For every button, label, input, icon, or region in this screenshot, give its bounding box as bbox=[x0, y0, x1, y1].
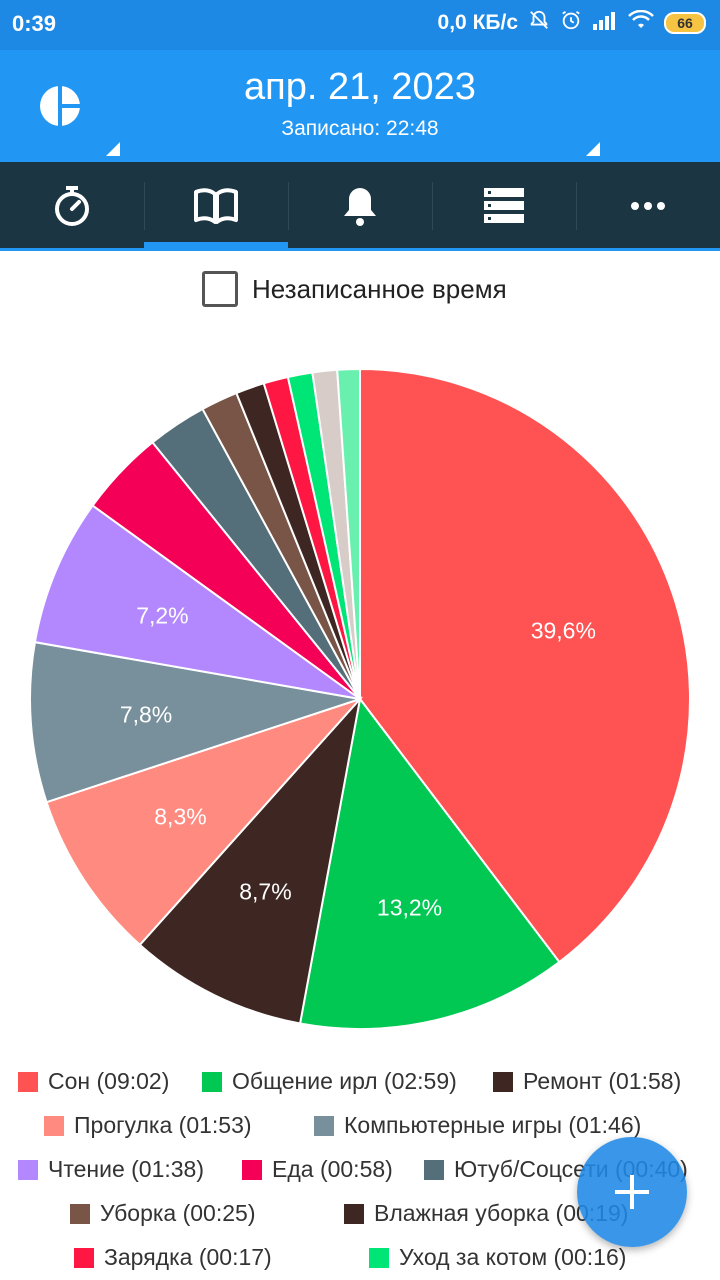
app-logo-icon[interactable] bbox=[38, 84, 82, 128]
legend-swatch bbox=[18, 1159, 38, 1180]
status-icons: 0,0 КБ/с 66 bbox=[438, 9, 706, 37]
unrecorded-time-option[interactable]: Незаписанное время bbox=[202, 271, 507, 307]
stopwatch-icon bbox=[55, 186, 89, 226]
legend-label: Сон (09:02) bbox=[48, 1068, 170, 1094]
pie-slice-0[interactable] bbox=[359, 367, 691, 964]
legend-label: Общение ирл (02:59) bbox=[232, 1068, 457, 1094]
tab-timer[interactable] bbox=[0, 162, 144, 250]
tab-journal[interactable] bbox=[144, 162, 288, 250]
pie-slice-label-4: 7,8% bbox=[120, 702, 172, 728]
legend-swatch bbox=[493, 1071, 513, 1092]
plus-icon-bar bbox=[615, 1190, 649, 1194]
status-bar: 0:39 0,0 КБ/с 66 bbox=[0, 0, 720, 50]
logo-dropdown-indicator bbox=[106, 142, 120, 156]
legend-item: Уборка (00:25) bbox=[70, 1200, 256, 1227]
legend-item: Уход за котом (00:16) bbox=[369, 1244, 626, 1271]
recorded-time: Записано: 22:48 bbox=[281, 117, 439, 140]
legend-swatch bbox=[70, 1203, 90, 1224]
tab-reminders[interactable] bbox=[288, 162, 432, 250]
legend-label: Компьютерные игры (01:46) bbox=[344, 1112, 642, 1138]
legend-label: Ремонт (01:58) bbox=[523, 1068, 682, 1094]
tab-underline bbox=[0, 248, 720, 251]
pie-slice-label-5: 7,2% bbox=[136, 603, 188, 629]
legend-swatch bbox=[242, 1159, 262, 1180]
network-speed: 0,0 КБ/с bbox=[437, 11, 518, 34]
more-icon bbox=[631, 202, 665, 210]
tab-separator bbox=[576, 182, 577, 230]
tab-separator bbox=[288, 182, 289, 230]
pie-slice-1[interactable] bbox=[298, 696, 561, 1030]
signal-icon bbox=[592, 10, 618, 36]
list-icon bbox=[484, 188, 524, 223]
battery-indicator: 66 bbox=[664, 12, 706, 34]
legend-item: Общение ирл (02:59) bbox=[202, 1068, 457, 1095]
legend-swatch bbox=[424, 1159, 444, 1180]
pie-slice-label-3: 8,3% bbox=[154, 803, 206, 829]
legend-item: Прогулка (01:53) bbox=[44, 1112, 252, 1139]
tab-separator bbox=[432, 182, 433, 230]
legend-label: Уход за котом (00:16) bbox=[399, 1244, 627, 1270]
pie-chart: 39,6% 13,2% 8,7% 8,3% 7,8% 7,2% bbox=[29, 367, 691, 1030]
bell-icon bbox=[344, 188, 376, 226]
legend-item: Сон (09:02) bbox=[18, 1068, 169, 1095]
legend-swatch bbox=[344, 1203, 364, 1224]
pie-slice-4[interactable] bbox=[29, 640, 361, 804]
legend-swatch bbox=[314, 1115, 334, 1136]
legend-item: Ремонт (01:58) bbox=[493, 1068, 681, 1095]
pie-slice-label-0: 39,6% bbox=[531, 618, 596, 644]
book-icon bbox=[194, 188, 238, 224]
tab-more[interactable] bbox=[576, 162, 720, 250]
active-tab-indicator bbox=[144, 242, 288, 250]
legend-swatch bbox=[44, 1115, 64, 1136]
legend-swatch bbox=[202, 1071, 222, 1092]
unrecorded-time-checkbox[interactable] bbox=[202, 271, 238, 307]
legend-label: Еда (00:58) bbox=[272, 1156, 393, 1182]
legend-swatch bbox=[369, 1247, 389, 1268]
legend-label: Прогулка (01:53) bbox=[74, 1112, 252, 1138]
add-entry-button[interactable] bbox=[577, 1137, 687, 1247]
date-dropdown-indicator bbox=[586, 142, 600, 156]
legend-item: Компьютерные игры (01:46) bbox=[314, 1112, 641, 1139]
tab-list[interactable] bbox=[432, 162, 576, 250]
legend-swatch bbox=[18, 1071, 38, 1092]
status-time: 0:39 bbox=[12, 11, 57, 36]
date-title[interactable]: апр. 21, 2023 bbox=[244, 66, 476, 108]
legend-item: Еда (00:58) bbox=[242, 1156, 393, 1183]
legend-item: Чтение (01:38) bbox=[18, 1156, 204, 1183]
pie-slice-label-2: 8,7% bbox=[239, 879, 291, 905]
mute-bell-icon bbox=[528, 9, 550, 37]
pie-slice-label-1: 13,2% bbox=[377, 895, 442, 921]
pie-slice-2[interactable] bbox=[138, 695, 362, 1025]
legend-swatch bbox=[74, 1247, 94, 1268]
wifi-icon bbox=[628, 9, 654, 36]
app-bar: апр. 21, 2023 Записано: 22:48 bbox=[0, 50, 720, 162]
legend-label: Уборка (00:25) bbox=[100, 1200, 256, 1226]
unrecorded-time-label: Незаписанное время bbox=[252, 273, 507, 304]
legend-label: Чтение (01:38) bbox=[48, 1156, 205, 1182]
pie-slice-13[interactable] bbox=[336, 367, 361, 700]
tab-bar bbox=[0, 162, 720, 250]
pie-slice-5[interactable] bbox=[33, 504, 361, 700]
alarm-icon bbox=[560, 9, 582, 37]
legend-label: Зарядка (00:17) bbox=[104, 1244, 272, 1270]
tab-separator bbox=[144, 182, 145, 230]
pie-slice-3[interactable] bbox=[45, 696, 364, 947]
legend-item: Зарядка (00:17) bbox=[74, 1244, 272, 1271]
